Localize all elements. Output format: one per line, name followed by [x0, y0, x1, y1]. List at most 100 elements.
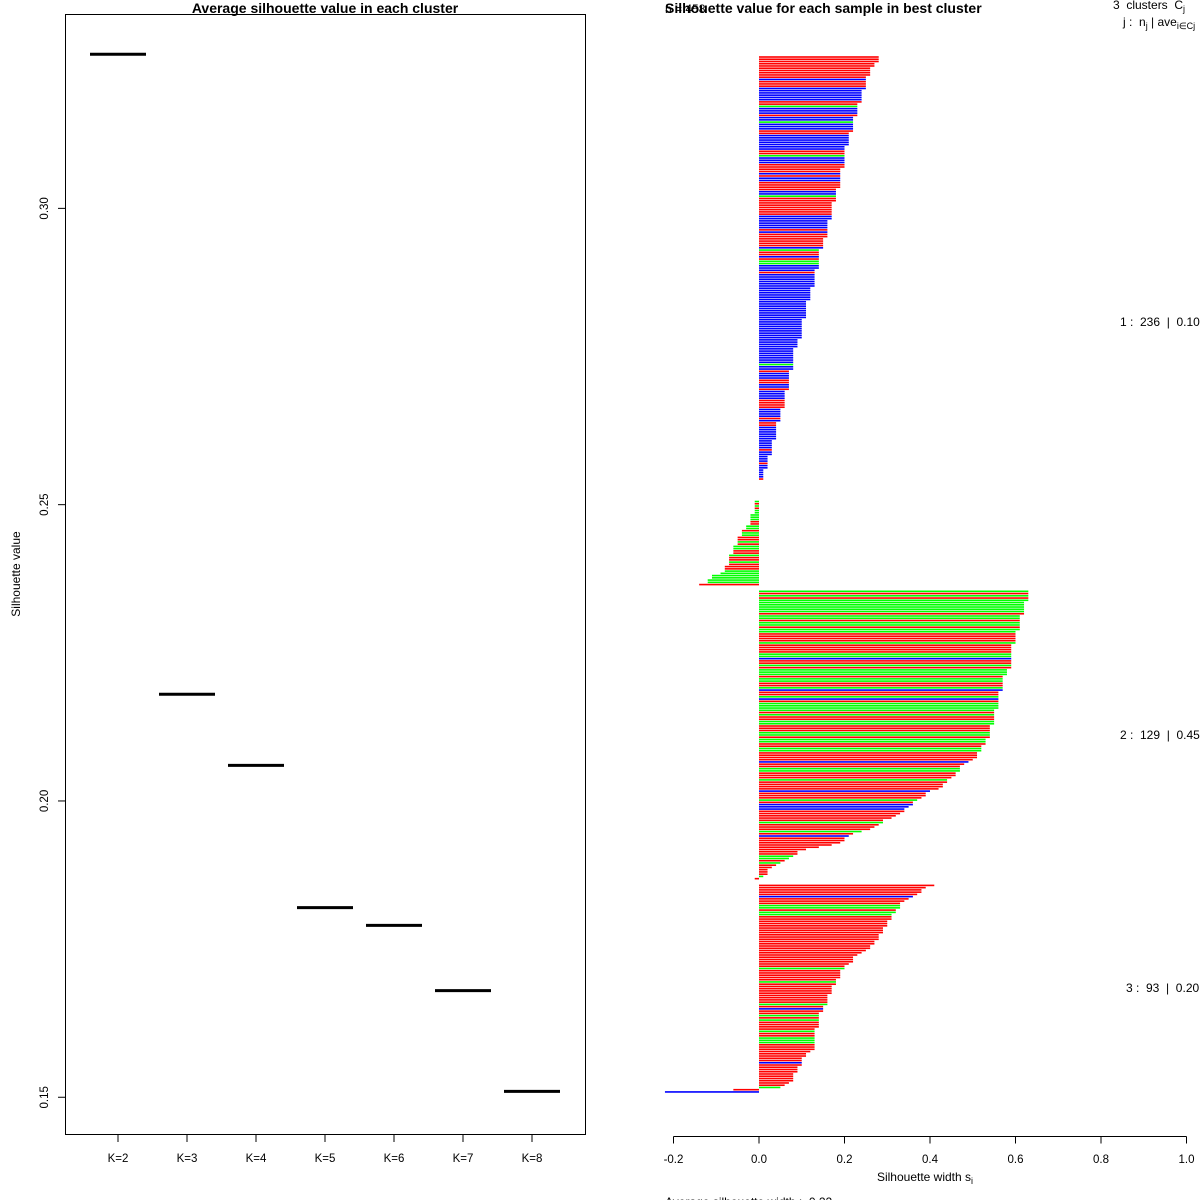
silhouette-bar: [759, 388, 789, 391]
silhouette-bar: [759, 422, 777, 424]
silhouette-bar: [759, 291, 811, 294]
silhouette-bar: [759, 772, 956, 774]
silhouette-bar: [733, 1088, 759, 1091]
silhouette-bar: [746, 527, 759, 530]
silhouette-bar: [759, 868, 768, 871]
silhouette-bar: [759, 314, 807, 316]
silhouette-bar: [759, 810, 905, 813]
silhouette-bar: [754, 505, 759, 507]
silhouette-bar: [759, 383, 789, 386]
silhouette-bar: [759, 316, 807, 319]
silhouette-bar: [759, 965, 845, 968]
silhouette-bar: [759, 166, 845, 168]
silhouette-bar: [759, 247, 824, 249]
silhouette-bar: [759, 981, 836, 983]
cluster-3-summary-label: 3 : 93 | 0.20: [1126, 981, 1199, 995]
left-x-tick-label: K=8: [522, 1153, 543, 1165]
silhouette-bar: [759, 790, 930, 792]
silhouette-bar: [759, 386, 789, 388]
silhouette-bar: [759, 1075, 794, 1078]
silhouette-bar: [759, 617, 1020, 620]
silhouette-bar: [759, 401, 785, 404]
silhouette-bar: [759, 725, 990, 727]
silhouette-bar: [759, 1026, 819, 1028]
silhouette-bar: [759, 994, 828, 997]
silhouette-bar: [759, 727, 990, 730]
silhouette-bar: [759, 967, 845, 970]
silhouette-bar: [759, 902, 901, 905]
silhouette-bar: [759, 186, 841, 189]
silhouette-bar: [759, 446, 772, 449]
silhouette-bar: [737, 536, 759, 539]
silhouette-bar: [759, 336, 802, 339]
silhouette-bar: [759, 671, 1007, 673]
silhouette-bar: [759, 599, 1029, 602]
silhouette-bar: [759, 850, 798, 853]
silhouette-bar: [759, 752, 978, 754]
silhouette-bar: [759, 278, 815, 281]
silhouette-bar: [759, 170, 841, 173]
x-axis-label-text: Silhouette width s: [877, 1170, 971, 1184]
silhouette-bar: [759, 987, 832, 990]
silhouette-bar: [759, 413, 781, 415]
silhouette-bar: [759, 669, 1007, 671]
silhouette-bar: [759, 606, 1025, 608]
silhouette-bar: [759, 112, 858, 114]
silhouette-bar: [759, 1070, 798, 1073]
silhouette-bar: [759, 747, 982, 750]
silhouette-bar: [759, 300, 807, 303]
silhouette-bar: [759, 256, 819, 258]
silhouette-bar: [759, 776, 952, 779]
silhouette-bar: [759, 770, 960, 772]
silhouette-bar: [759, 177, 841, 180]
silhouette-bar: [759, 907, 901, 909]
silhouette-bar: [759, 794, 926, 797]
silhouette-bar: [759, 779, 948, 781]
silhouette-bar: [759, 370, 789, 373]
silhouette-bar: [729, 554, 759, 557]
silhouette-bar: [759, 1037, 815, 1039]
silhouette-bar: [759, 271, 815, 274]
silhouette-bar: [759, 190, 836, 193]
silhouette-bar: [759, 381, 789, 384]
silhouette-bar: [759, 1041, 815, 1044]
silhouette-bar: [759, 866, 772, 869]
silhouette-bar: [759, 65, 875, 67]
silhouette-bar: [759, 89, 862, 92]
sample-count-label: n = 458: [665, 2, 706, 16]
silhouette-bar: [759, 449, 772, 451]
silhouette-bar: [759, 137, 849, 139]
silhouette-bar: [759, 792, 926, 795]
silhouette-bar: [759, 653, 1012, 655]
silhouette-bar: [759, 648, 1012, 651]
silhouette-bar: [759, 933, 879, 936]
silhouette-bar: [759, 309, 807, 312]
silhouette-bar: [759, 330, 802, 332]
legend-header-line1: 3 clusters Cj: [1113, 0, 1185, 14]
silhouette-bar: [754, 502, 759, 505]
silhouette-bar: [759, 615, 1020, 617]
silhouette-bar: [759, 193, 836, 195]
silhouette-bar: [759, 150, 845, 153]
silhouette-bar: [759, 985, 832, 988]
silhouette-bar: [759, 1066, 798, 1069]
silhouette-bar: [759, 646, 1012, 649]
silhouette-bar: [759, 687, 1003, 689]
left-x-tick-label: K=6: [384, 1153, 405, 1165]
silhouette-bar: [759, 415, 781, 417]
silhouette-bar: [759, 976, 841, 979]
silhouette-bar: [759, 651, 1012, 653]
silhouette-bar: [759, 289, 811, 292]
silhouette-bar: [759, 460, 768, 462]
average-silhouette-width-footer: Average silhouette width : 0.22: [665, 1195, 833, 1200]
right-x-tick-label: 0.8: [1093, 1154, 1109, 1166]
silhouette-bar: [759, 673, 1007, 676]
silhouette-bar: [759, 949, 866, 952]
left-y-tick-label: 0.20: [39, 790, 51, 812]
silhouette-bar: [750, 516, 759, 519]
silhouette-bar: [759, 898, 909, 900]
silhouette-bar: [759, 590, 1029, 593]
silhouette-bar: [754, 877, 759, 880]
silhouette-bar: [759, 592, 1029, 595]
